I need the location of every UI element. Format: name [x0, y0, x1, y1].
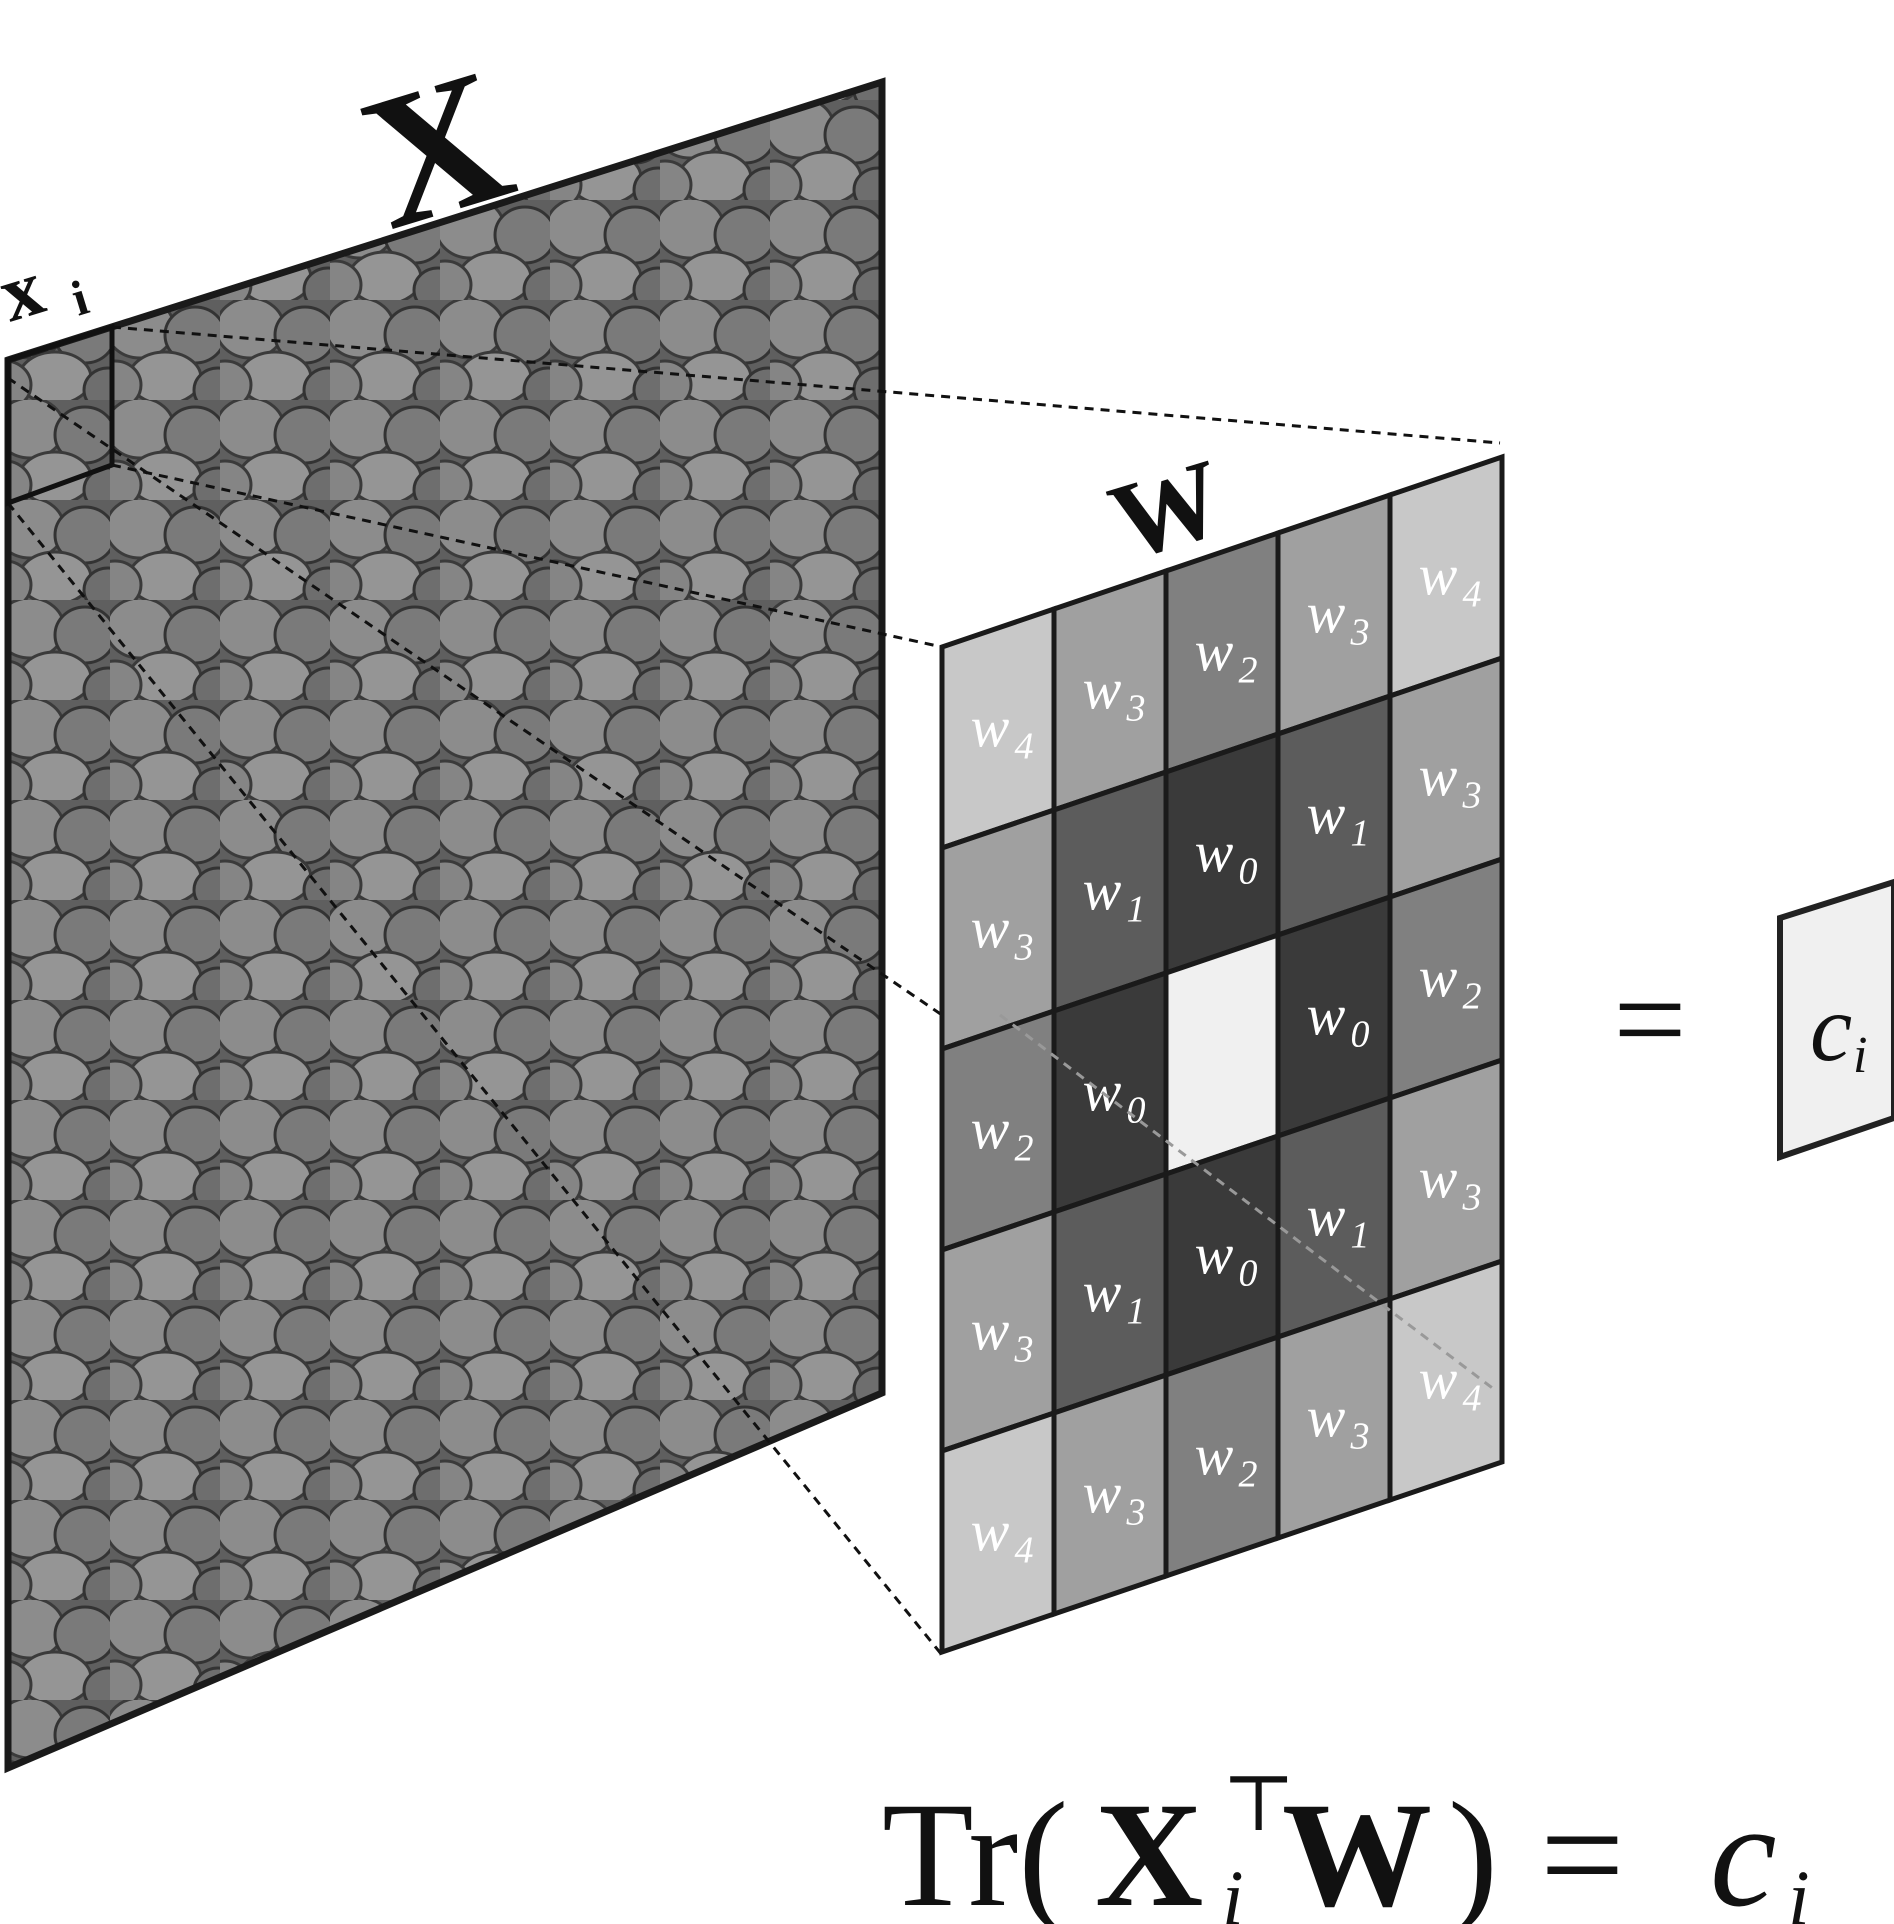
kernel-cell-subscript: 3	[1126, 1492, 1146, 1534]
kernel-cell-subscript: 3	[1350, 1416, 1370, 1458]
lentil-texture	[8, 82, 882, 1768]
kernel-cell-label: w	[1195, 1423, 1234, 1488]
kernel-cell-subscript: 2	[1015, 1128, 1034, 1170]
kernel-cell-label: w	[1083, 858, 1122, 923]
eq-c: c	[1710, 1772, 1777, 1924]
patch-label: x i	[0, 243, 95, 339]
eq-w: W	[1282, 1772, 1432, 1924]
kernel-cell-subscript: 1	[1351, 1215, 1370, 1257]
kernel-cell-label: w	[1083, 1059, 1122, 1124]
kernel-cell-label: w	[1419, 744, 1458, 809]
kernel-cell-subscript: 2	[1239, 650, 1258, 692]
projection-lines	[6, 325, 1501, 1656]
kernel-cell-label: w	[971, 1499, 1010, 1564]
kernel-cell-subscript: 3	[1014, 927, 1034, 969]
equation: Tr( X ⊤ i W ) = c i	[882, 1760, 1810, 1924]
kernel-cell-label: w	[971, 1298, 1010, 1363]
equals-sign: =	[1613, 948, 1686, 1092]
output-label: c	[1810, 975, 1852, 1081]
kernel-cell-label: w	[1083, 1461, 1122, 1526]
through-line	[999, 1013, 1496, 1392]
eq-x: X	[1095, 1772, 1203, 1924]
output-box	[1777, 878, 1894, 1162]
kernel-cell-label: w	[1307, 983, 1346, 1048]
kernel-cell-subscript: 3	[1126, 688, 1146, 730]
kernel-cell-label: w	[1307, 1184, 1346, 1249]
kernel-cell-label: w	[1083, 657, 1122, 722]
kernel-cell	[1387, 1257, 1505, 1504]
kernel-center-cell	[1163, 931, 1281, 1178]
kernel-cell-label: w	[1083, 1260, 1122, 1325]
kernel-cell-subscript: 1	[1127, 889, 1146, 931]
eq-transpose: ⊤	[1222, 1760, 1295, 1847]
eq-close: )	[1448, 1772, 1498, 1924]
kernel-cell-label: w	[1195, 619, 1234, 684]
kernel-cell-label: w	[1419, 543, 1458, 608]
kernel-cell-subscript: 4	[1015, 726, 1034, 768]
kernel-cell-subscript: 0	[1351, 1014, 1370, 1056]
image-label: X	[340, 29, 533, 270]
kernel-cell-subscript: 0	[1239, 851, 1258, 893]
kernel-cell-subscript: 4	[1015, 1530, 1034, 1572]
kernel-cell-label: w	[1419, 945, 1458, 1010]
kernel-cell-subscript: 3	[1462, 775, 1482, 817]
kernel-cell-label: w	[971, 695, 1010, 760]
output-subscript: i	[1853, 1027, 1867, 1084]
kernel-cell-label: w	[1195, 820, 1234, 885]
kernel-cell-label: w	[971, 896, 1010, 961]
kernel-cell-subscript: 4	[1463, 1378, 1482, 1420]
eq-tr: Tr(	[882, 1772, 1068, 1924]
kernel-cell-subscript: 2	[1463, 976, 1482, 1018]
output-cell: c i	[1777, 878, 1894, 1162]
kernel-cell-subscript: 2	[1239, 1454, 1258, 1496]
kernel-cell-subscript: 1	[1127, 1291, 1146, 1333]
kernel-cell-subscript: 3	[1350, 612, 1370, 654]
kernel-cell-label: w	[1307, 581, 1346, 646]
patch-label-sub: i	[65, 269, 95, 327]
image-border	[4, 77, 886, 1774]
eq-equals: =	[1540, 1772, 1625, 1924]
kernel-cell-subscript: 3	[1462, 1177, 1482, 1219]
kernel-cell-subscript: 0	[1239, 1253, 1258, 1295]
kernel-cell-subscript: 0	[1127, 1090, 1146, 1132]
kernel-cell-subscript: 3	[1014, 1329, 1034, 1371]
kernel-cell-label: w	[1195, 1222, 1234, 1287]
eq-sub-i: i	[1222, 1854, 1244, 1924]
kernel-cell-label: w	[1307, 782, 1346, 847]
kernel-grid: w 4w 3w 2w 3w 4w 3w 1w 0w 1w 3w 2w 0w 0w 2w 3w 1w 0w 1w 3w 4…	[939, 453, 1505, 1656]
eq-c-sub: i	[1788, 1854, 1810, 1924]
kernel-cell-label: w	[971, 1097, 1010, 1162]
kernel-cell-label: w	[1307, 1385, 1346, 1450]
kernel-cell-label: w	[1419, 1146, 1458, 1211]
kernel-cell-subscript: 4	[1463, 574, 1482, 616]
patch-label-main: x	[0, 243, 54, 339]
image-plane	[4, 77, 886, 1774]
kernel-cell-subscript: 1	[1351, 813, 1370, 855]
